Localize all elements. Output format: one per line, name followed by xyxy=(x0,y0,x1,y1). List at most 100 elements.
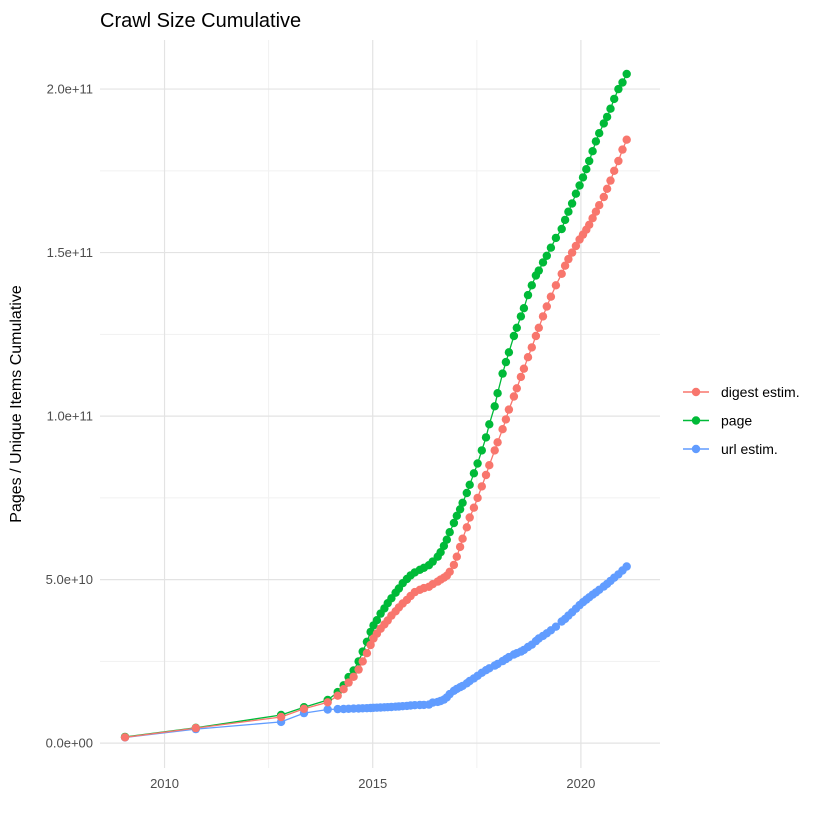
y-tick-label: 0.0e+00 xyxy=(46,736,93,751)
data-point-digest-estim xyxy=(538,312,548,321)
data-point-digest-estim xyxy=(449,560,459,570)
legend-key-dot xyxy=(691,387,701,397)
data-point-page xyxy=(614,84,623,94)
data-point-page xyxy=(534,266,543,275)
data-point-page xyxy=(462,488,471,498)
data-point-page xyxy=(455,505,465,514)
data-point-digest-estim xyxy=(323,698,332,707)
data-point-page xyxy=(485,420,494,429)
data-point-digest-estim xyxy=(622,135,631,144)
data-point-digest-estim xyxy=(585,220,594,229)
data-point-page xyxy=(551,233,561,243)
data-point-digest-estim xyxy=(557,269,566,278)
data-point-page xyxy=(465,480,474,489)
legend-item-page: page xyxy=(683,413,752,429)
data-point-digest-estim xyxy=(527,343,536,352)
data-point-digest-estim xyxy=(519,364,529,373)
data-point-page xyxy=(542,251,551,260)
data-point-url-estim xyxy=(333,704,342,714)
y-axis-title: Pages / Unique Items Cumulative xyxy=(8,285,25,523)
data-point-digest-estim xyxy=(512,384,521,393)
major-gridlines xyxy=(100,40,660,768)
data-point-page xyxy=(591,137,601,146)
data-point-url-estim xyxy=(551,622,561,631)
data-point-digest-estim xyxy=(349,672,358,681)
data-point-digest-estim xyxy=(599,192,608,202)
data-point-digest-estim xyxy=(462,523,471,532)
data-point-url-estim xyxy=(622,562,631,571)
data-point-digest-estim xyxy=(465,513,474,522)
data-point-page xyxy=(512,323,521,332)
data-point-digest-estim xyxy=(531,331,541,341)
legend: digest estim. page url estim. xyxy=(683,384,800,457)
data-point-digest-estim xyxy=(618,145,627,154)
series-line-digest-estim xyxy=(124,139,628,738)
data-point-digest-estim xyxy=(455,542,465,552)
data-point-page xyxy=(588,147,597,156)
data-point-page xyxy=(458,498,467,507)
axis-tick-labels: 0.0e+00 5.0e+10 1.0e+11 1.5e+11 2.0e+11 2010 2… xyxy=(46,82,596,791)
data-point-digest-estim xyxy=(571,241,581,251)
data-point-digest-estim xyxy=(602,184,612,193)
data-point-digest-estim xyxy=(276,712,286,722)
data-point-digest-estim xyxy=(120,733,130,742)
x-tick-label: 2010 xyxy=(150,776,179,791)
data-point-digest-estim xyxy=(477,482,486,491)
data-point-digest-estim xyxy=(458,534,467,543)
data-point-digest-estim xyxy=(354,665,363,674)
data-point-digest-estim xyxy=(485,461,494,470)
data-point-digest-estim xyxy=(299,704,309,713)
data-point-page xyxy=(490,402,499,411)
data-point-page xyxy=(509,331,519,341)
data-point-page xyxy=(481,433,491,442)
data-point-digest-estim xyxy=(595,201,604,210)
data-point-page xyxy=(585,156,594,166)
data-point-digest-estim xyxy=(546,292,556,301)
data-point-digest-estim xyxy=(551,281,561,290)
data-point-page xyxy=(445,528,454,537)
data-point-page xyxy=(523,290,533,300)
data-point-page xyxy=(442,535,451,544)
data-point-page xyxy=(469,469,479,478)
data-point-digest-estim xyxy=(473,493,482,503)
data-point-page xyxy=(546,243,556,252)
data-point-digest-estim xyxy=(606,176,615,185)
data-point-page xyxy=(527,281,536,290)
legend-label: page xyxy=(721,413,752,429)
data-point-digest-estim xyxy=(358,657,367,666)
data-point-digest-estim xyxy=(366,640,375,650)
legend-key-dot xyxy=(691,416,701,425)
series-points-page xyxy=(120,69,631,742)
chart-title: Crawl Size Cumulative xyxy=(100,10,301,32)
data-point-digest-estim xyxy=(534,323,543,332)
data-point-digest-estim xyxy=(591,207,601,216)
data-point-page xyxy=(564,207,573,216)
data-point-digest-estim xyxy=(614,156,623,166)
legend-label: digest estim. xyxy=(721,384,800,400)
series-points xyxy=(120,69,631,742)
x-tick-label: 2020 xyxy=(566,776,595,791)
data-point-digest-estim xyxy=(498,425,507,434)
legend-item-digest-estim: digest estim. xyxy=(683,384,800,400)
data-point-digest-estim xyxy=(564,254,573,264)
data-point-digest-estim xyxy=(333,691,342,700)
legend-label: url estim. xyxy=(721,441,778,457)
data-point-digest-estim xyxy=(588,214,597,223)
data-point-digest-estim xyxy=(452,552,461,561)
data-point-page xyxy=(493,389,502,398)
data-point-page xyxy=(571,189,581,198)
data-point-digest-estim xyxy=(542,302,551,311)
legend-item-url-estim: url estim. xyxy=(683,441,778,457)
y-tick-label: 5.0e+10 xyxy=(46,572,93,587)
data-point-page xyxy=(560,215,570,225)
legend-key-dot xyxy=(691,444,701,454)
series-points-url-estim xyxy=(120,562,631,742)
data-point-digest-estim xyxy=(493,438,502,447)
data-point-page xyxy=(366,627,375,637)
data-point-page xyxy=(449,518,459,528)
data-point-page xyxy=(602,112,612,122)
y-tick-label: 1.0e+11 xyxy=(47,409,93,424)
data-point-page xyxy=(557,224,566,234)
